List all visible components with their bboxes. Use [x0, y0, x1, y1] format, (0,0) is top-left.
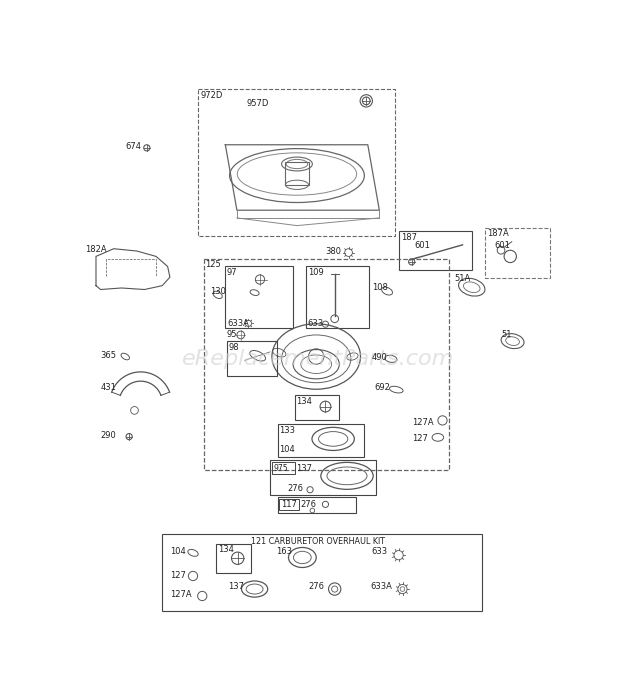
Text: 365: 365 — [100, 351, 117, 360]
Bar — [294, 395, 339, 420]
Bar — [204, 258, 449, 471]
Text: 137: 137 — [296, 464, 312, 473]
Text: 380: 380 — [326, 247, 342, 256]
Text: 957D: 957D — [247, 98, 269, 107]
Bar — [279, 499, 299, 510]
Text: 601: 601 — [495, 241, 511, 250]
Bar — [227, 341, 277, 376]
Text: 187A: 187A — [487, 229, 509, 238]
Text: 125: 125 — [205, 261, 221, 270]
Text: 490: 490 — [371, 353, 388, 362]
Bar — [162, 534, 482, 611]
Text: 601: 601 — [414, 241, 430, 250]
Bar — [225, 266, 293, 328]
Text: 98: 98 — [228, 342, 239, 351]
Bar — [285, 161, 309, 185]
Text: 182A: 182A — [85, 245, 107, 254]
Bar — [485, 228, 551, 278]
Text: 975: 975 — [273, 464, 288, 473]
Text: 633: 633 — [371, 547, 388, 556]
Bar — [306, 266, 370, 328]
Text: 109: 109 — [308, 268, 324, 277]
Text: 674: 674 — [125, 143, 141, 152]
Bar — [278, 424, 364, 457]
Text: 276: 276 — [309, 582, 324, 591]
Text: 276: 276 — [301, 500, 317, 509]
Text: 130: 130 — [210, 287, 226, 296]
Text: 633A: 633A — [370, 582, 392, 591]
Text: 127A: 127A — [412, 418, 433, 427]
Text: eReplacementParts.com: eReplacementParts.com — [182, 349, 454, 369]
Text: 290: 290 — [100, 431, 117, 440]
Text: 133: 133 — [279, 426, 295, 435]
Text: 187: 187 — [401, 233, 417, 242]
Text: 51: 51 — [501, 330, 512, 339]
Text: 51A: 51A — [455, 274, 471, 283]
Bar — [198, 89, 395, 236]
Text: 137: 137 — [228, 582, 244, 591]
Text: 117: 117 — [281, 500, 296, 509]
Text: 95: 95 — [227, 330, 237, 339]
Text: 276: 276 — [287, 484, 303, 493]
Text: 692: 692 — [374, 383, 390, 392]
Text: 127: 127 — [412, 434, 428, 443]
Bar — [270, 460, 376, 495]
Text: 163: 163 — [276, 547, 292, 556]
Text: 633: 633 — [308, 319, 324, 328]
Text: 104: 104 — [279, 445, 295, 454]
Text: 633A: 633A — [227, 319, 249, 328]
Text: 972D: 972D — [201, 91, 223, 100]
Text: 134: 134 — [296, 396, 312, 405]
Bar — [278, 498, 356, 513]
Text: 127: 127 — [170, 570, 186, 579]
Bar — [399, 231, 472, 270]
Text: 431: 431 — [100, 383, 117, 392]
Text: 134: 134 — [218, 545, 234, 554]
Text: 121 CARBURETOR OVERHAUL KIT: 121 CARBURETOR OVERHAUL KIT — [250, 538, 385, 547]
Text: 127A: 127A — [170, 590, 192, 599]
Bar — [216, 543, 250, 573]
Text: 97: 97 — [227, 268, 237, 277]
Text: 104: 104 — [170, 547, 185, 556]
Bar — [272, 462, 294, 474]
Text: 108: 108 — [373, 283, 388, 292]
